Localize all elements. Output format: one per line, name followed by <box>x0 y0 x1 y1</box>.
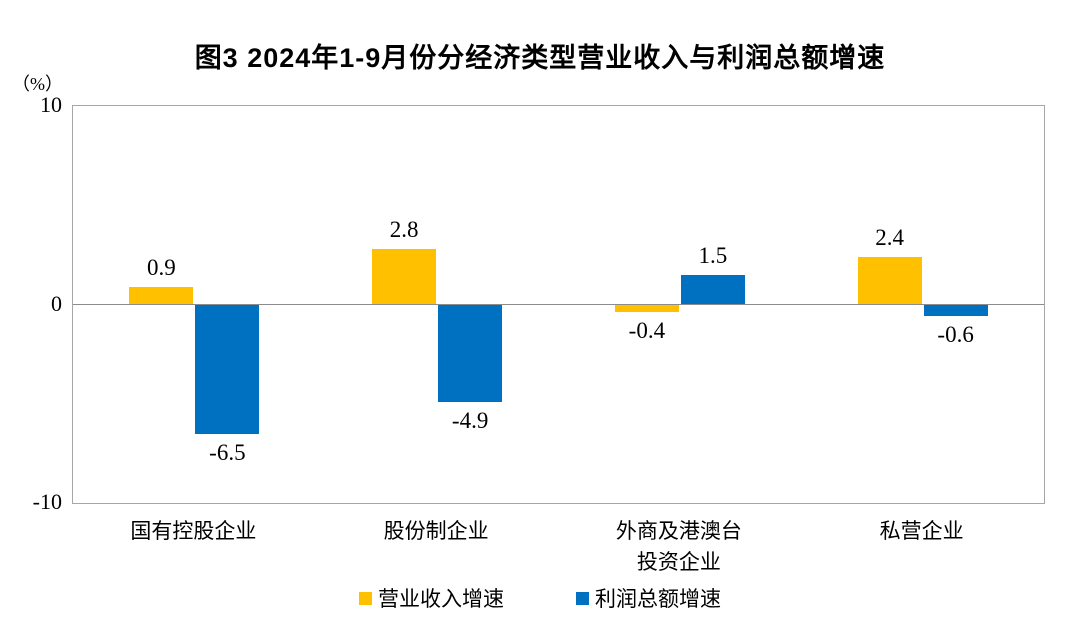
bar-profit-growth <box>195 304 260 434</box>
bar-value-label: 1.5 <box>698 242 728 268</box>
y-axis-tick-label: -10 <box>32 489 62 514</box>
x-axis-category-label: 国有控股企业 <box>130 519 257 543</box>
legend: 营业收入增速 利润总额增速 <box>0 583 1080 613</box>
bar-revenue-growth <box>372 248 437 305</box>
bar-revenue-growth <box>129 286 194 305</box>
x-axis-category-label: 外商及港澳台 投资企业 <box>615 519 742 574</box>
bar-revenue-growth <box>857 256 922 305</box>
bar-profit-growth <box>923 304 988 317</box>
legend-swatch-icon <box>359 591 372 605</box>
legend-label: 利润总额增速 <box>595 587 721 611</box>
legend-item-revenue-growth: 营业收入增速 <box>359 583 504 613</box>
plot-area: 0.9 -6.5 2.8 -4.9 -0.4 1.5 2.4 -0.6 <box>72 105 1045 504</box>
bar-value-label: -6.5 <box>209 439 246 465</box>
bar-value-label: -4.9 <box>451 407 489 433</box>
y-axis-unit-label: （%） <box>12 74 63 94</box>
y-axis-tick-label: 10 <box>40 92 62 117</box>
bar-value-label: 2.8 <box>389 216 419 242</box>
x-axis-category-label: 私营企业 <box>879 519 964 543</box>
legend-label: 营业收入增速 <box>378 587 504 611</box>
x-axis-category-label: 股份制企业 <box>383 519 489 543</box>
legend-swatch-icon <box>576 591 589 605</box>
y-axis-tick-label: 0 <box>51 290 62 316</box>
bar-profit-growth <box>680 274 745 305</box>
legend-item-profit-growth: 利润总额增速 <box>576 583 721 613</box>
bar-profit-growth <box>438 304 503 402</box>
zero-line <box>73 304 1044 305</box>
bar-value-label: -0.4 <box>628 318 666 344</box>
bar-value-label: -0.6 <box>937 322 974 348</box>
bar-value-label: 0.9 <box>147 254 176 280</box>
bar-revenue-growth <box>614 304 679 313</box>
chart-title: 图3 2024年1-9月份分经济类型营业收入与利润总额增速 <box>194 43 886 73</box>
bar-value-label: 2.4 <box>875 224 904 250</box>
